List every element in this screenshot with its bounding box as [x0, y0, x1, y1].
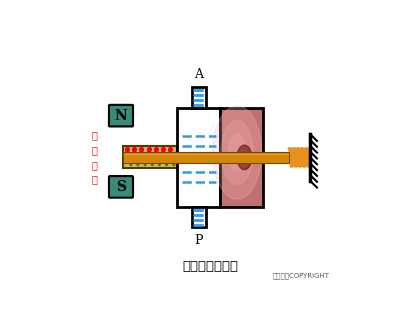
Bar	[192, 87, 206, 108]
Text: S: S	[116, 180, 126, 194]
Bar	[220, 108, 263, 206]
Text: A: A	[194, 68, 203, 80]
Bar	[123, 152, 289, 163]
Ellipse shape	[221, 121, 253, 184]
Ellipse shape	[237, 145, 252, 170]
Text: P: P	[195, 234, 203, 247]
Text: 东方仿真COPYRIGHT: 东方仿真COPYRIGHT	[273, 273, 330, 279]
Text: 线
圈
通
电: 线 圈 通 电	[92, 130, 98, 185]
Bar	[178, 108, 220, 206]
Ellipse shape	[229, 134, 246, 171]
Bar	[123, 146, 178, 168]
Bar	[192, 206, 206, 227]
FancyBboxPatch shape	[109, 105, 133, 126]
Text: N: N	[115, 109, 127, 122]
FancyBboxPatch shape	[109, 176, 133, 198]
Bar	[123, 152, 289, 163]
Ellipse shape	[212, 106, 262, 199]
Text: 二位二通电磁阀: 二位二通电磁阀	[182, 260, 239, 273]
